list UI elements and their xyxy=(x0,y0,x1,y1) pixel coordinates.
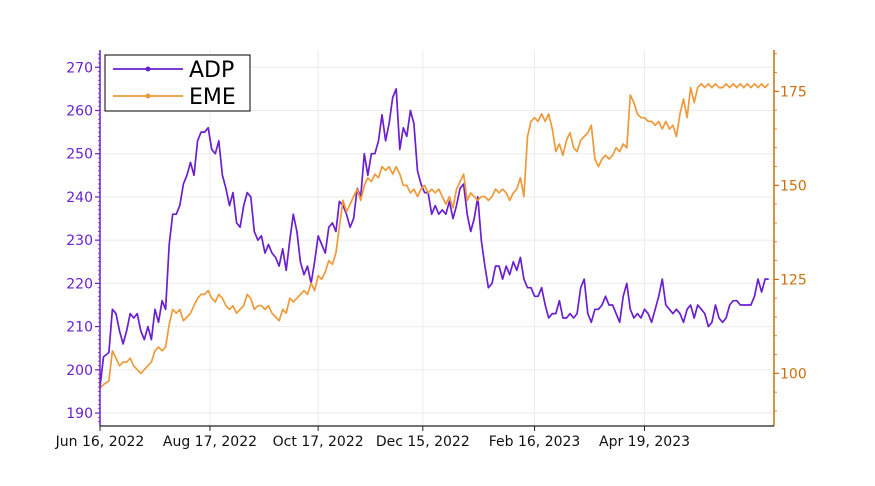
legend-box xyxy=(104,54,251,112)
left-tick-label: 190 xyxy=(66,406,93,422)
axes: 190 200 210 220 230 240 250 260 270 100 125 150 175 J… xyxy=(55,50,807,450)
left-tick-label: 240 xyxy=(66,190,93,206)
legend-label-adp: ADP xyxy=(189,58,234,83)
x-tick-label: Aug 17, 2022 xyxy=(163,434,257,450)
x-tick-label: Jun 16, 2022 xyxy=(55,434,145,450)
legend-marker-eme xyxy=(145,93,151,99)
left-tick-label: 250 xyxy=(66,147,93,163)
right-tick-label: 125 xyxy=(780,272,807,288)
left-tick-label: 220 xyxy=(66,276,93,292)
legend-marker-adp xyxy=(145,66,151,72)
series-lines xyxy=(99,82,770,389)
series-line-eme xyxy=(99,82,770,389)
x-tick-label: Feb 16, 2023 xyxy=(489,434,581,450)
left-tick-label: 270 xyxy=(66,60,93,76)
left-tick-label: 260 xyxy=(66,104,93,120)
series-line-adp xyxy=(99,88,769,388)
grid xyxy=(99,50,774,426)
x-tick-label: Oct 17, 2022 xyxy=(273,434,364,450)
x-tick-label: Apr 19, 2023 xyxy=(599,434,690,450)
left-tick-label: 230 xyxy=(66,233,93,249)
legend-label-eme: EME xyxy=(189,85,236,110)
right-tick-label: 100 xyxy=(780,366,807,382)
right-tick-label: 150 xyxy=(780,178,807,194)
right-tick-label: 175 xyxy=(780,84,807,100)
left-tick-label: 210 xyxy=(66,320,93,336)
left-tick-label: 200 xyxy=(66,363,93,379)
x-tick-label: Dec 15, 2022 xyxy=(376,434,470,450)
